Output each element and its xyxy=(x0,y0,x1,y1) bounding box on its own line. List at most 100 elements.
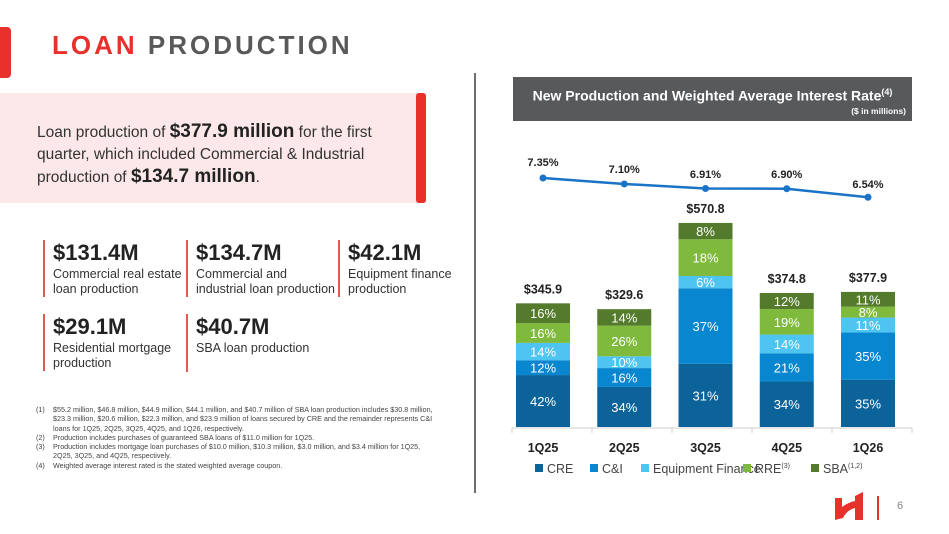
footnote-number: (1) xyxy=(36,405,45,414)
legend-footnote: (3) xyxy=(781,463,790,470)
chart-title-footnote: (4) xyxy=(881,87,893,97)
summary-text-part: for the first quarter, which included Co… xyxy=(37,124,372,186)
stat-value: $131.4M xyxy=(53,240,139,265)
bar-segment-sba xyxy=(678,222,733,240)
segment-label: 34% xyxy=(611,400,637,415)
x-tick-label: 3Q25 xyxy=(690,441,721,455)
bar-segment-sba xyxy=(841,291,895,307)
segment-label: 14% xyxy=(611,310,637,325)
rate-point xyxy=(864,193,872,201)
bar-total-label: $377.9 xyxy=(849,271,887,285)
summary-text: Loan production of $377.9 million for th… xyxy=(37,121,397,189)
page-title-highlight: LOAN xyxy=(52,30,138,60)
footnote-text: Weighted average interest rated is the s… xyxy=(53,460,283,470)
summary-text-part: Loan production of xyxy=(37,124,170,141)
segment-label: 26% xyxy=(611,334,637,349)
footnote-text: $55.2 million, $46.8 million, $44.9 mill… xyxy=(53,405,433,433)
stat-equipment-finance: $42.1M Equipment finance production xyxy=(338,240,458,297)
segment-label: 11% xyxy=(855,292,880,307)
bar-segment-equipment-finance xyxy=(516,342,570,361)
page-number: 6 xyxy=(897,500,904,512)
bar-segment-cre xyxy=(841,379,895,427)
bar-segment-rre xyxy=(759,309,814,335)
bar-segment-c-i xyxy=(759,353,814,382)
rate-label: 7.35% xyxy=(527,157,558,169)
stat-value: $40.7M xyxy=(196,314,270,339)
segment-label: 16% xyxy=(530,306,556,321)
stat-label: Commercial real estate loan production xyxy=(53,267,182,296)
bar-total-label: $374.8 xyxy=(768,272,806,286)
segment-label: 18% xyxy=(692,251,718,266)
rate-label: 6.91% xyxy=(690,169,721,181)
stat-sba: $40.7M SBA loan production xyxy=(186,314,336,372)
footnote: (3) Production includes mortgage loan pur… xyxy=(36,442,436,461)
rate-label: 7.10% xyxy=(609,164,640,176)
segment-label: 31% xyxy=(692,388,718,403)
stat-ci: $134.7M Commercial and industrial loan p… xyxy=(186,240,336,297)
stat-label: Equipment finance production xyxy=(348,267,452,296)
legend-label-rre: RRE(3) xyxy=(755,462,790,476)
segment-label: 37% xyxy=(692,319,718,334)
segment-label: 8% xyxy=(859,305,878,320)
stat-cre: $131.4M Commercial real estate loan prod… xyxy=(43,240,183,297)
footnotes: (1) $55.2 million, $46.8 million, $44.9 m… xyxy=(36,405,436,470)
bar-segment-cre xyxy=(759,381,814,427)
footnote-number: (2) xyxy=(36,432,45,442)
bar-segment-c-i xyxy=(841,332,895,380)
segment-label: 14% xyxy=(530,345,556,360)
footer-divider xyxy=(877,496,879,520)
segment-label: 19% xyxy=(774,315,800,330)
segment-label: 35% xyxy=(855,396,881,411)
rate-point xyxy=(620,180,628,188)
legend-swatch xyxy=(743,464,751,472)
segment-label: 42% xyxy=(530,394,556,409)
x-tick-label: 2Q25 xyxy=(609,441,640,455)
footnote-number: (4) xyxy=(36,460,45,470)
stat-residential-mortgage: $29.1M Residential mortgage production xyxy=(43,314,183,371)
stat-label: SBA loan production xyxy=(196,341,310,355)
legend-swatch xyxy=(641,464,649,472)
segment-label: 14% xyxy=(774,337,800,352)
bar-total-label: $570.8 xyxy=(686,202,724,216)
stat-value: $134.7M xyxy=(196,240,282,265)
bar-total-label: $345.9 xyxy=(524,282,562,296)
bar-total-label: $329.6 xyxy=(605,288,643,302)
legend-swatch xyxy=(590,464,598,472)
segment-label: 12% xyxy=(530,361,556,376)
segment-label: 35% xyxy=(855,349,881,364)
chart-header: New Production and Weighted Average Inte… xyxy=(513,77,912,121)
x-tick-label: 1Q25 xyxy=(528,441,559,455)
rate-point xyxy=(539,174,547,182)
bar-segment-cre xyxy=(597,386,652,427)
accent-tab xyxy=(0,27,11,78)
footnote: (2) Production includes purchases of guar… xyxy=(36,433,436,442)
legend-label-cre: CRE xyxy=(547,462,573,476)
footnote: (4) Weighted average interest rated is th… xyxy=(36,461,436,470)
footnote-number: (3) xyxy=(36,442,45,452)
segment-label: 16% xyxy=(611,371,637,386)
chart-subtitle: ($ in millions) xyxy=(851,106,906,116)
footnote-text: Production includes purchases of guarant… xyxy=(53,432,315,442)
bar-segment-rre xyxy=(678,239,733,276)
chart-title-text: New Production and Weighted Average Inte… xyxy=(532,87,882,104)
page-title: LOAN PRODUCTION xyxy=(52,30,353,61)
bar-segment-equipment-finance xyxy=(597,356,652,369)
callout-accent-bar xyxy=(416,93,426,203)
legend-swatch xyxy=(811,464,819,472)
footnote-text: Production includes mortgage loan purcha… xyxy=(53,442,421,461)
rate-label: 6.54% xyxy=(852,179,883,191)
segment-label: 6% xyxy=(696,275,715,290)
company-logo xyxy=(835,492,863,520)
bar-segment-cre xyxy=(516,375,570,427)
segment-label: 12% xyxy=(774,294,800,309)
bar-segment-c-i xyxy=(516,360,570,376)
rate-point xyxy=(702,184,709,192)
legend-label-c-i: C&I xyxy=(602,462,623,476)
rate-label: 6.90% xyxy=(771,169,802,181)
legend-label-sba: SBA(1,2) xyxy=(823,462,862,476)
page-title-rest: PRODUCTION xyxy=(147,30,353,60)
bar-segment-rre xyxy=(841,306,895,318)
footnote: (1) $55.2 million, $46.8 million, $44.9 m… xyxy=(36,405,436,433)
summary-total-production: $377.9 million xyxy=(169,121,295,142)
